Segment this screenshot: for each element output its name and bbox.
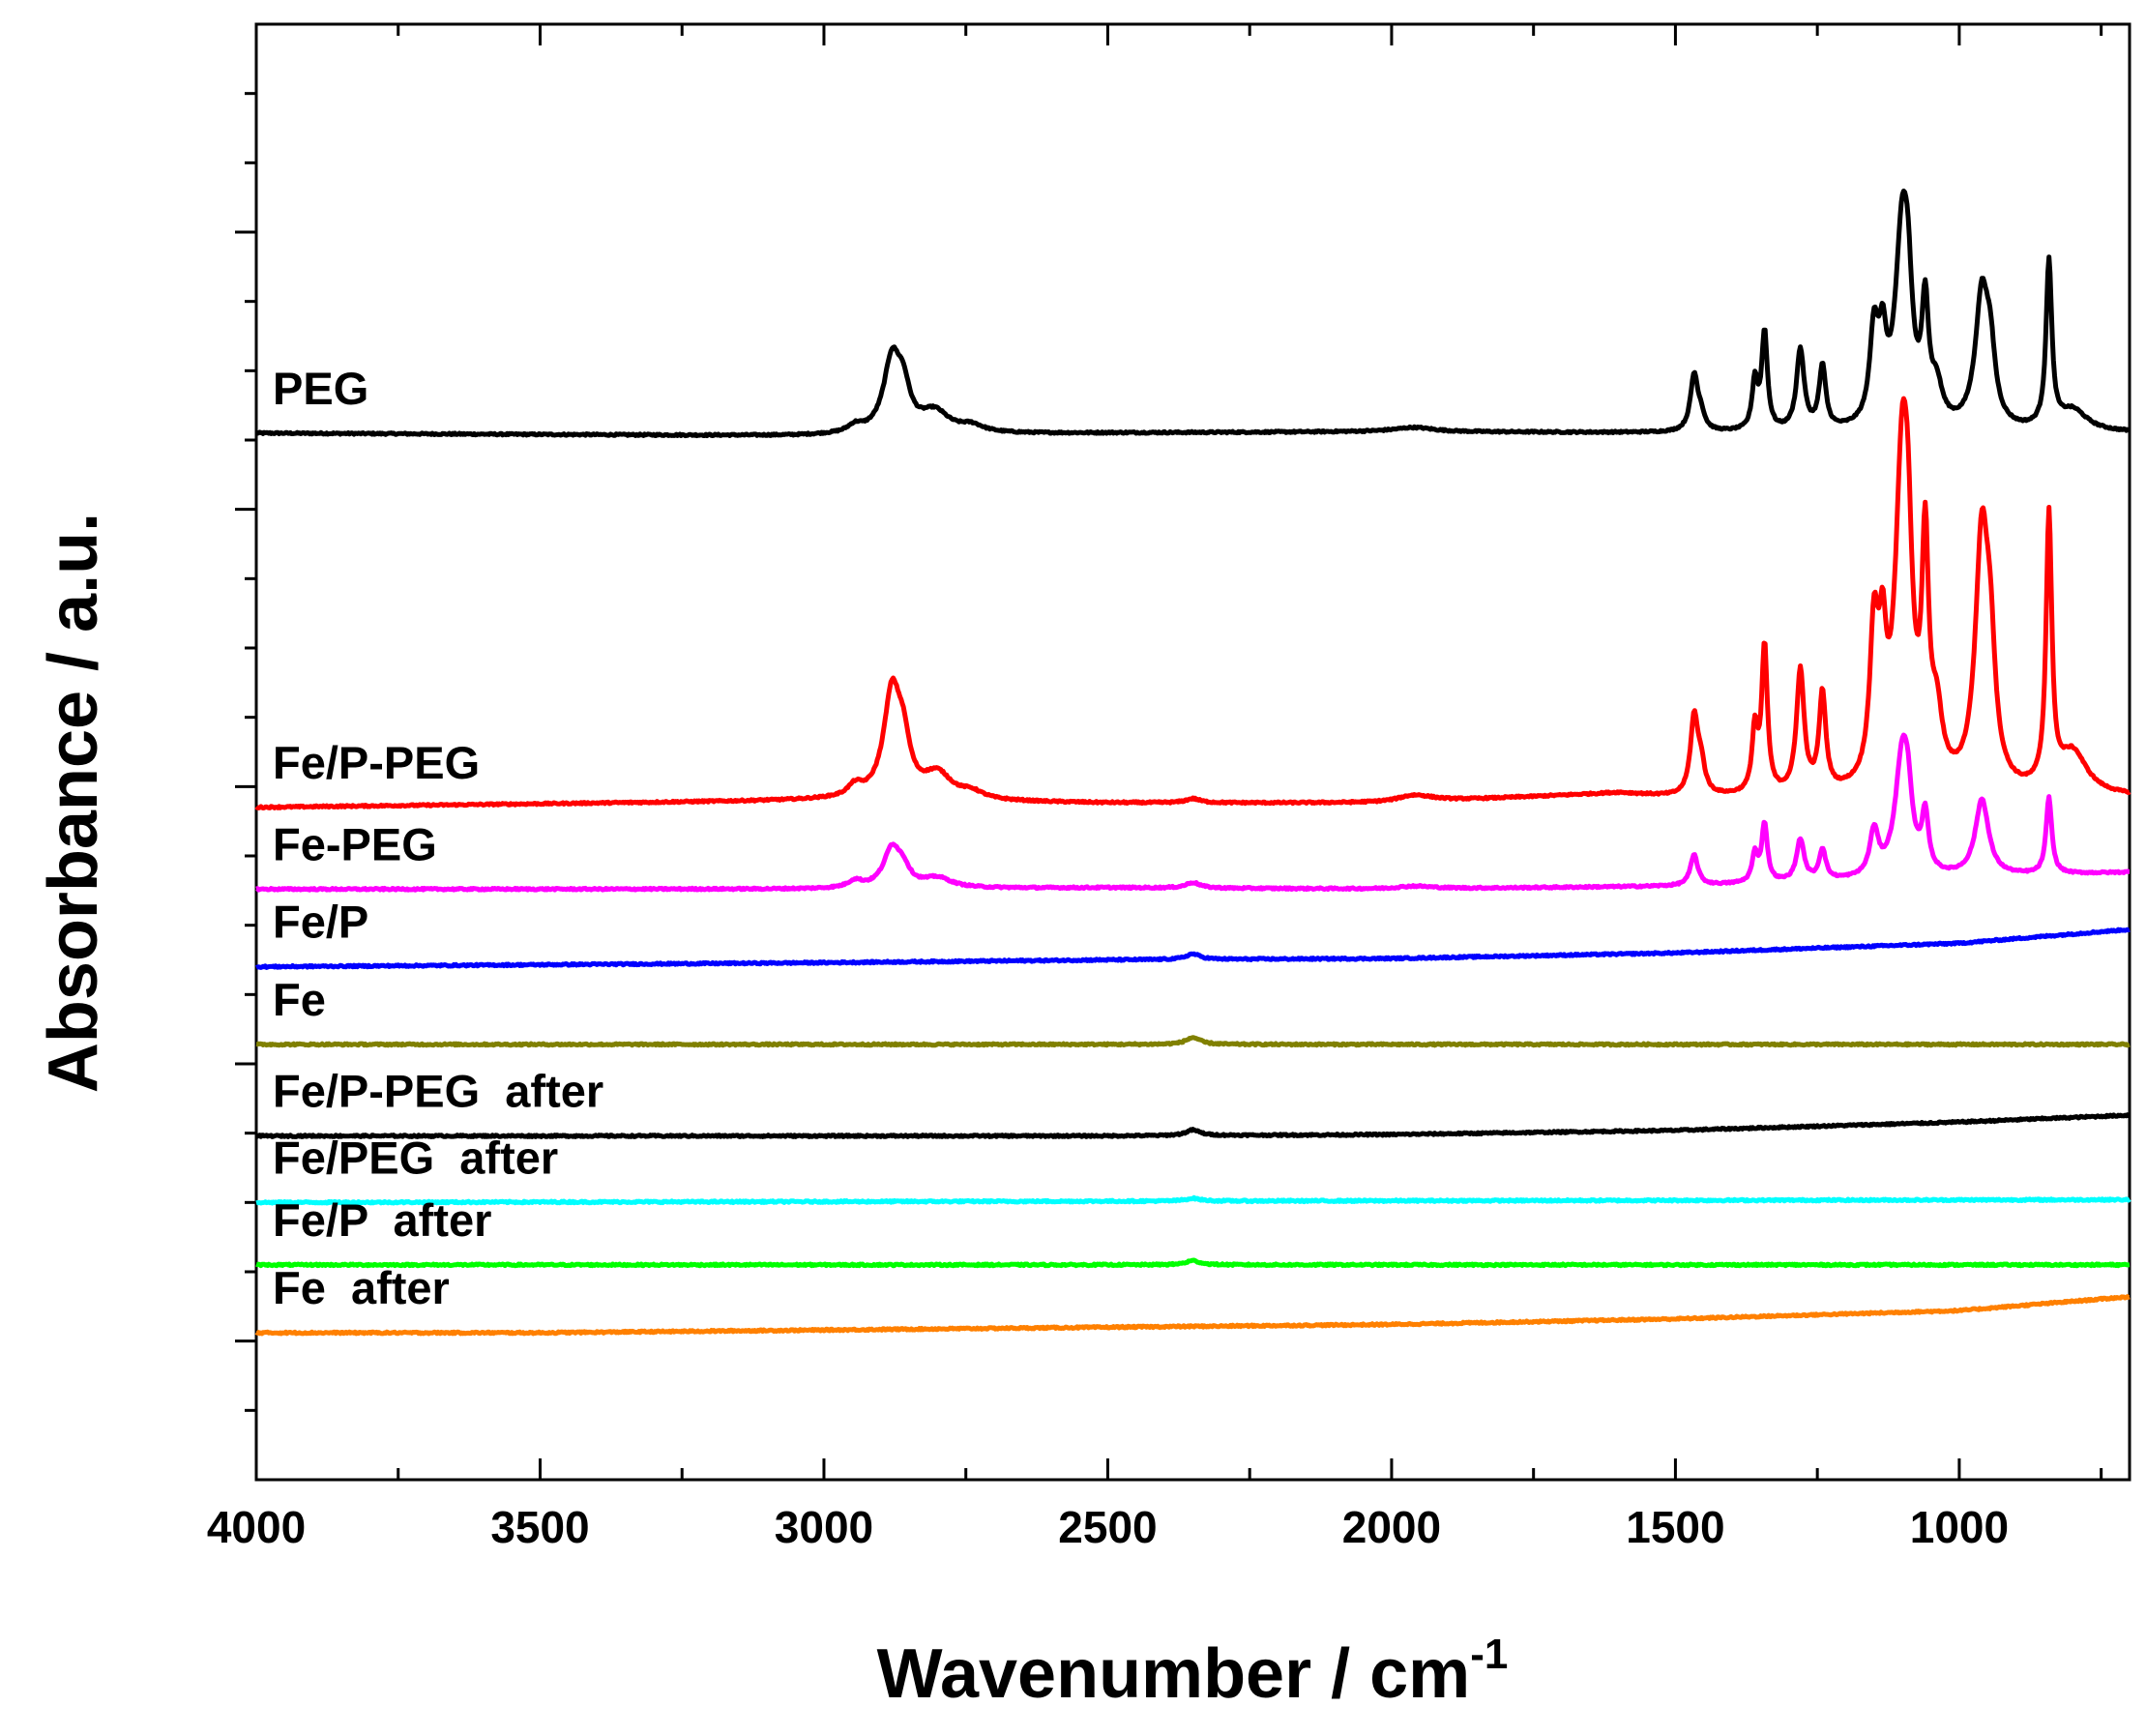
series-line [254,1294,2131,1337]
series-label: Fe-PEG [273,818,437,869]
series-line [254,927,2131,970]
x-tick-label: 2500 [1058,1502,1157,1552]
series-label: Fe/PEG after [273,1132,558,1183]
series-label: Fe/P-PEG after [273,1066,603,1117]
series-label: PEG [273,363,368,414]
series-group [254,189,2131,1337]
x-tick-labels: 4000 3500 3000 2500 2000 1500 1000 [207,1502,2009,1552]
series-line [254,1035,2131,1048]
series-labels: PEG Fe/P-PEG Fe-PEG Fe/P Fe Fe/P-PEG after Fe/… [273,363,603,1313]
x-tick-label: 1500 [1626,1502,1724,1552]
series-label: Fe/P [273,897,368,948]
x-tick-label: 1000 [1910,1502,2009,1552]
series-line [254,189,2131,439]
series-line [254,1112,2131,1139]
x-tick-label: 3000 [775,1502,873,1552]
series-line [254,732,2131,893]
plot-frame [254,22,2131,1482]
series-line [254,1257,2131,1269]
x-tick-label: 4000 [207,1502,306,1552]
series-label: Fe after [273,1262,450,1313]
series-label: Fe/P after [273,1194,491,1246]
series-line [254,1194,2131,1206]
axis-ticks [235,24,2103,1480]
y-axis-title: Absorbance / a.u. [35,513,112,1093]
x-axis-title: Wavenumber / cm-1 [877,1631,1509,1713]
x-tick-label: 3500 [490,1502,589,1552]
x-tick-label: 2000 [1342,1502,1441,1552]
series-line [254,396,2131,810]
series-label: Fe/P-PEG [273,737,480,788]
series-label: Fe [273,974,326,1025]
